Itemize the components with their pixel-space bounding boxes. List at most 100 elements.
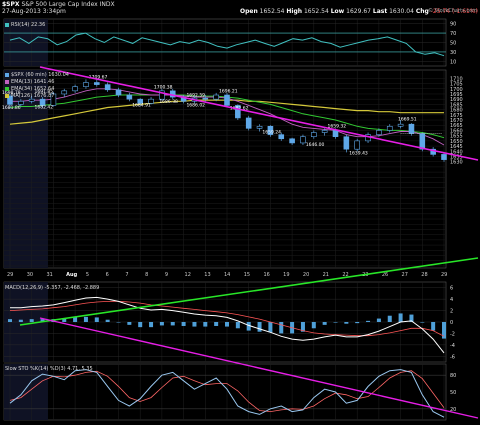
y-tick-label: 1695 xyxy=(450,92,463,98)
candle-body xyxy=(376,130,382,135)
symbol: $SPX xyxy=(2,1,20,8)
x-tick-label: 29 xyxy=(7,272,13,278)
macd-signal-line xyxy=(9,301,445,337)
ema34-swatch xyxy=(5,86,9,91)
macd-histogram-bar xyxy=(333,322,338,323)
last-value: 1630.04 xyxy=(389,8,414,15)
macd-histogram-bar xyxy=(257,322,262,332)
price-annotation: 1639.43 xyxy=(349,150,368,156)
macd-histogram-bar xyxy=(203,322,208,327)
trendline-magenta-upper xyxy=(39,66,479,161)
candle-body xyxy=(419,133,426,150)
x-tick-label: 21 xyxy=(323,272,329,278)
macd-histogram-bar xyxy=(366,320,371,322)
candle-body xyxy=(104,84,111,91)
x-tick-label: 15 xyxy=(244,272,250,278)
candle-body xyxy=(235,105,241,119)
macd-histogram-bar xyxy=(192,322,197,327)
y-tick-label: 6 xyxy=(450,286,453,292)
macd-histogram-bar xyxy=(246,322,251,331)
sto-panel xyxy=(3,363,447,421)
ema13-legend-text: EMA(13) 1641.46 xyxy=(11,79,55,85)
macd-histogram-bar xyxy=(149,322,154,328)
macd-histogram-bar xyxy=(159,322,164,326)
y-tick-label: 50 xyxy=(450,390,456,396)
candle-body xyxy=(310,132,317,137)
candle-body xyxy=(224,94,230,106)
macd-histogram-bar xyxy=(18,319,23,322)
chart-header: $SPX S&P 500 Large Cap Index INDX 27-Aug… xyxy=(2,1,115,15)
macd-histogram-bar xyxy=(300,322,305,332)
macd-histogram-bar xyxy=(105,319,110,322)
candle-body xyxy=(300,136,306,144)
macd-histogram-bar xyxy=(181,322,186,326)
price-swatch xyxy=(5,72,9,77)
x-tick-label: 7 xyxy=(125,272,128,278)
x-tick-label: 6 xyxy=(106,272,109,278)
macd-histogram-bar xyxy=(431,322,436,331)
macd-legend-text: MACD(12,26,9) -5.357, -2.468, -2.889 xyxy=(5,285,100,291)
candle-body xyxy=(137,98,143,104)
candle-body xyxy=(267,125,274,135)
candle-body xyxy=(61,90,68,95)
y-tick-label: 2 xyxy=(450,309,453,315)
macd-histogram-bar xyxy=(127,322,132,325)
y-tick-label: 0 xyxy=(450,320,453,326)
y-tick-label: 1670 xyxy=(450,118,463,124)
y-tick-label: 1660 xyxy=(450,128,463,134)
candle-body xyxy=(441,154,447,160)
x-tick-label: 31 xyxy=(46,272,52,278)
price-annotation: 1700.38 xyxy=(154,84,173,90)
price-legend-text: $SPX (60 min) 1630.04 xyxy=(11,72,69,78)
macd-histogram-bar xyxy=(116,322,121,323)
copyright: © StockCharts.com xyxy=(427,8,477,14)
trendline-green xyxy=(19,257,479,326)
macd-histogram-bar xyxy=(73,317,78,322)
y-tick-label: 1635 xyxy=(450,154,463,160)
open-value: 1652.54 xyxy=(259,8,285,15)
macd-histogram-bar xyxy=(268,322,273,333)
candle-body xyxy=(343,136,350,150)
price-annotation: 1646.00 xyxy=(306,142,325,148)
price-annotation: 1669.51 xyxy=(398,117,417,123)
y-tick-label: 1700 xyxy=(450,87,463,93)
x-tick-label: 29 xyxy=(441,272,447,278)
y-tick-label: -2 xyxy=(450,331,455,337)
trendline-magenta-lower xyxy=(39,317,479,419)
macd-histogram-bar xyxy=(420,322,425,323)
x-tick-label: Aug xyxy=(66,272,77,278)
y-tick-label: -4 xyxy=(450,343,455,349)
ma126-swatch xyxy=(5,93,9,98)
candle-body xyxy=(115,89,122,96)
macd-histogram-bar xyxy=(387,315,392,322)
macd-histogram-bar xyxy=(355,322,360,324)
macd-histogram-bar xyxy=(214,322,219,326)
y-tick-label: 1690 xyxy=(450,97,463,103)
macd-histogram-bar xyxy=(344,322,349,324)
macd-histogram-bar xyxy=(311,322,316,329)
candle-body xyxy=(354,140,361,150)
ema13-swatch xyxy=(5,79,9,84)
sto-legend: Slow STO %K(14) %D(3) 4.71, 5.35 xyxy=(5,366,93,373)
candle-body xyxy=(202,97,209,100)
price-annotation: 1686.02 xyxy=(186,102,205,108)
y-tick-label: 1645 xyxy=(450,144,463,150)
ema34-legend-text: EMA(34) 1652.64 xyxy=(11,86,55,92)
exchange: INDX xyxy=(99,1,115,8)
price-annotation: 1698.78 xyxy=(2,90,21,96)
price-legend: $SPX (60 min) 1630.04 EMA(13) 1641.46 EM… xyxy=(5,72,69,100)
x-tick-label: 28 xyxy=(421,272,427,278)
premarket-shade xyxy=(4,364,48,420)
y-tick-label: -6 xyxy=(450,354,455,360)
y-tick-label: 90 xyxy=(450,22,456,28)
y-tick-label: 80 xyxy=(450,373,456,379)
candle-body xyxy=(245,117,252,129)
macd-histogram-bar xyxy=(322,322,327,325)
x-tick-label: 30 xyxy=(27,272,33,278)
candle-body xyxy=(386,125,393,131)
timestamp: 27-Aug-2013 3:34pm xyxy=(2,8,66,15)
x-tick-label: 8 xyxy=(145,272,148,278)
x-tick-label: 12 xyxy=(185,272,191,278)
macd-histogram-bar xyxy=(8,319,12,322)
ohlc-readout: Open 1652.54 High 1652.54 Low 1629.67 La… xyxy=(240,8,478,15)
